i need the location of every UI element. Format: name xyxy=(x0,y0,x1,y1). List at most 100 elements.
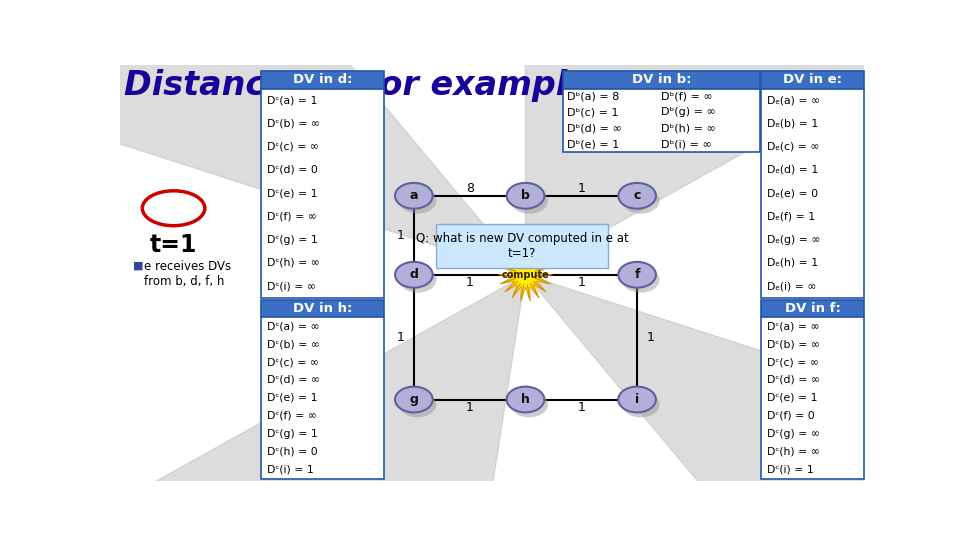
FancyBboxPatch shape xyxy=(761,300,864,317)
Text: Dᵇ(a) = 8: Dᵇ(a) = 8 xyxy=(567,91,619,102)
Text: Dᶜ(d) = 0: Dᶜ(d) = 0 xyxy=(267,165,318,175)
Text: Dᶜ(d) = ∞: Dᶜ(d) = ∞ xyxy=(267,375,320,385)
Text: Dᶜ(e) = 1: Dᶜ(e) = 1 xyxy=(766,393,817,403)
FancyBboxPatch shape xyxy=(563,71,760,89)
Ellipse shape xyxy=(618,262,656,288)
Ellipse shape xyxy=(622,267,660,293)
Text: Dᶜ(c) = ∞: Dᶜ(c) = ∞ xyxy=(267,357,319,367)
Text: 8: 8 xyxy=(466,182,473,195)
Polygon shape xyxy=(42,0,525,275)
Text: DV in b:: DV in b: xyxy=(632,73,691,86)
Ellipse shape xyxy=(507,387,544,413)
Text: Dᶜ(f) = ∞: Dᶜ(f) = ∞ xyxy=(267,411,316,421)
FancyBboxPatch shape xyxy=(261,71,384,89)
Ellipse shape xyxy=(398,392,437,417)
Text: Dᵇ(f) = ∞: Dᵇ(f) = ∞ xyxy=(661,91,713,102)
Text: Dₑ(c) = ∞: Dₑ(c) = ∞ xyxy=(766,141,819,152)
Text: Dᶜ(i) = 1: Dᶜ(i) = 1 xyxy=(766,464,813,475)
Circle shape xyxy=(142,191,204,226)
Text: Dᶜ(b) = ∞: Dᶜ(b) = ∞ xyxy=(267,339,320,349)
Text: 1: 1 xyxy=(466,401,473,414)
Text: Dᵇ(e) = 1: Dᵇ(e) = 1 xyxy=(567,139,619,149)
Text: Dᶜ(a) = 1: Dᶜ(a) = 1 xyxy=(267,95,317,105)
Text: 1: 1 xyxy=(577,182,586,195)
Text: DV in e:: DV in e: xyxy=(783,73,842,86)
Text: Dᶜ(b) = ∞: Dᶜ(b) = ∞ xyxy=(766,339,820,349)
FancyBboxPatch shape xyxy=(261,89,384,298)
Ellipse shape xyxy=(622,392,660,417)
Text: Dᵇ(d) = ∞: Dᵇ(d) = ∞ xyxy=(567,123,622,133)
Text: Dᶜ(h) = 0: Dᶜ(h) = 0 xyxy=(267,447,318,457)
Text: Dₑ(d) = 1: Dₑ(d) = 1 xyxy=(766,165,818,175)
Text: Dₑ(f) = 1: Dₑ(f) = 1 xyxy=(766,211,815,221)
Text: Dᶜ(f) = 0: Dᶜ(f) = 0 xyxy=(766,411,814,421)
Text: DV in h:: DV in h: xyxy=(293,302,352,315)
Text: 1: 1 xyxy=(396,330,404,343)
Text: Dₑ(h) = 1: Dₑ(h) = 1 xyxy=(766,258,818,268)
Ellipse shape xyxy=(398,267,437,293)
Text: c: c xyxy=(634,190,640,202)
Polygon shape xyxy=(131,275,525,540)
Text: Dᵇ(h) = ∞: Dᵇ(h) = ∞ xyxy=(661,123,716,133)
Ellipse shape xyxy=(507,183,544,208)
Text: Dᶜ(g) = 1: Dᶜ(g) = 1 xyxy=(267,429,318,438)
Text: 1: 1 xyxy=(646,330,655,343)
Text: 1: 1 xyxy=(466,276,473,289)
Text: 1: 1 xyxy=(396,229,404,242)
Text: Dᶜ(c) = ∞: Dᶜ(c) = ∞ xyxy=(267,141,319,152)
Text: Dᶜ(d) = ∞: Dᶜ(d) = ∞ xyxy=(766,375,820,385)
Polygon shape xyxy=(525,275,960,540)
Ellipse shape xyxy=(396,387,433,413)
Ellipse shape xyxy=(622,188,660,214)
Polygon shape xyxy=(498,248,553,301)
Ellipse shape xyxy=(618,387,656,413)
FancyBboxPatch shape xyxy=(261,317,384,478)
Text: Distance vector example:: Distance vector example: xyxy=(124,69,603,102)
Text: compute: compute xyxy=(502,270,549,280)
Text: d: d xyxy=(410,268,419,281)
FancyBboxPatch shape xyxy=(436,224,608,268)
Text: Dᶜ(c) = ∞: Dᶜ(c) = ∞ xyxy=(766,357,819,367)
Ellipse shape xyxy=(396,262,433,288)
Text: Dᶜ(b) = ∞: Dᶜ(b) = ∞ xyxy=(267,118,320,129)
Polygon shape xyxy=(525,0,920,275)
Text: Dᶜ(i) = ∞: Dᶜ(i) = ∞ xyxy=(267,281,316,291)
Text: Dᶜ(h) = ∞: Dᶜ(h) = ∞ xyxy=(267,258,320,268)
Text: Dᶜ(h) = ∞: Dᶜ(h) = ∞ xyxy=(766,447,819,457)
FancyBboxPatch shape xyxy=(761,317,864,478)
Text: DV in d:: DV in d: xyxy=(293,73,352,86)
Text: Dₑ(g) = ∞: Dₑ(g) = ∞ xyxy=(766,234,820,245)
Ellipse shape xyxy=(398,188,437,214)
Text: Dᶜ(e) = 1: Dᶜ(e) = 1 xyxy=(267,188,317,198)
Text: 1: 1 xyxy=(577,401,586,414)
Text: e receives DVs
from b, d, f, h: e receives DVs from b, d, f, h xyxy=(144,260,231,288)
Ellipse shape xyxy=(511,188,548,214)
Ellipse shape xyxy=(511,392,548,417)
Text: DV in f:: DV in f: xyxy=(784,302,841,315)
Text: Dᶜ(i) = 1: Dᶜ(i) = 1 xyxy=(267,464,313,475)
Text: Dᵇ(i) = ∞: Dᵇ(i) = ∞ xyxy=(661,139,712,149)
Text: Q: what is new DV computed in e at
t=1?: Q: what is new DV computed in e at t=1? xyxy=(416,232,629,260)
Text: h: h xyxy=(521,393,530,406)
FancyBboxPatch shape xyxy=(261,300,384,317)
Text: Dᵇ(c) = 1: Dᵇ(c) = 1 xyxy=(567,107,618,117)
Text: Dₑ(a) = ∞: Dₑ(a) = ∞ xyxy=(766,95,820,105)
Text: Dₑ(i) = ∞: Dₑ(i) = ∞ xyxy=(766,281,816,291)
Text: Dₑ(e) = 0: Dₑ(e) = 0 xyxy=(766,188,818,198)
Text: ■: ■ xyxy=(132,260,143,270)
Text: Dᶜ(g) = ∞: Dᶜ(g) = ∞ xyxy=(766,429,820,438)
Text: 1: 1 xyxy=(577,276,586,289)
Text: b: b xyxy=(521,190,530,202)
Text: i: i xyxy=(635,393,639,406)
FancyBboxPatch shape xyxy=(563,89,760,152)
Ellipse shape xyxy=(618,183,656,208)
Text: g: g xyxy=(410,393,419,406)
FancyBboxPatch shape xyxy=(761,89,864,298)
FancyBboxPatch shape xyxy=(761,71,864,89)
Text: Dᶜ(e) = 1: Dᶜ(e) = 1 xyxy=(267,393,317,403)
Text: Dₑ(b) = 1: Dₑ(b) = 1 xyxy=(766,118,818,129)
Text: Dᶜ(f) = ∞: Dᶜ(f) = ∞ xyxy=(267,211,316,221)
Text: f: f xyxy=(635,268,639,281)
Text: Dᶜ(a) = ∞: Dᶜ(a) = ∞ xyxy=(766,321,819,331)
Text: Dᶜ(a) = ∞: Dᶜ(a) = ∞ xyxy=(267,321,319,331)
